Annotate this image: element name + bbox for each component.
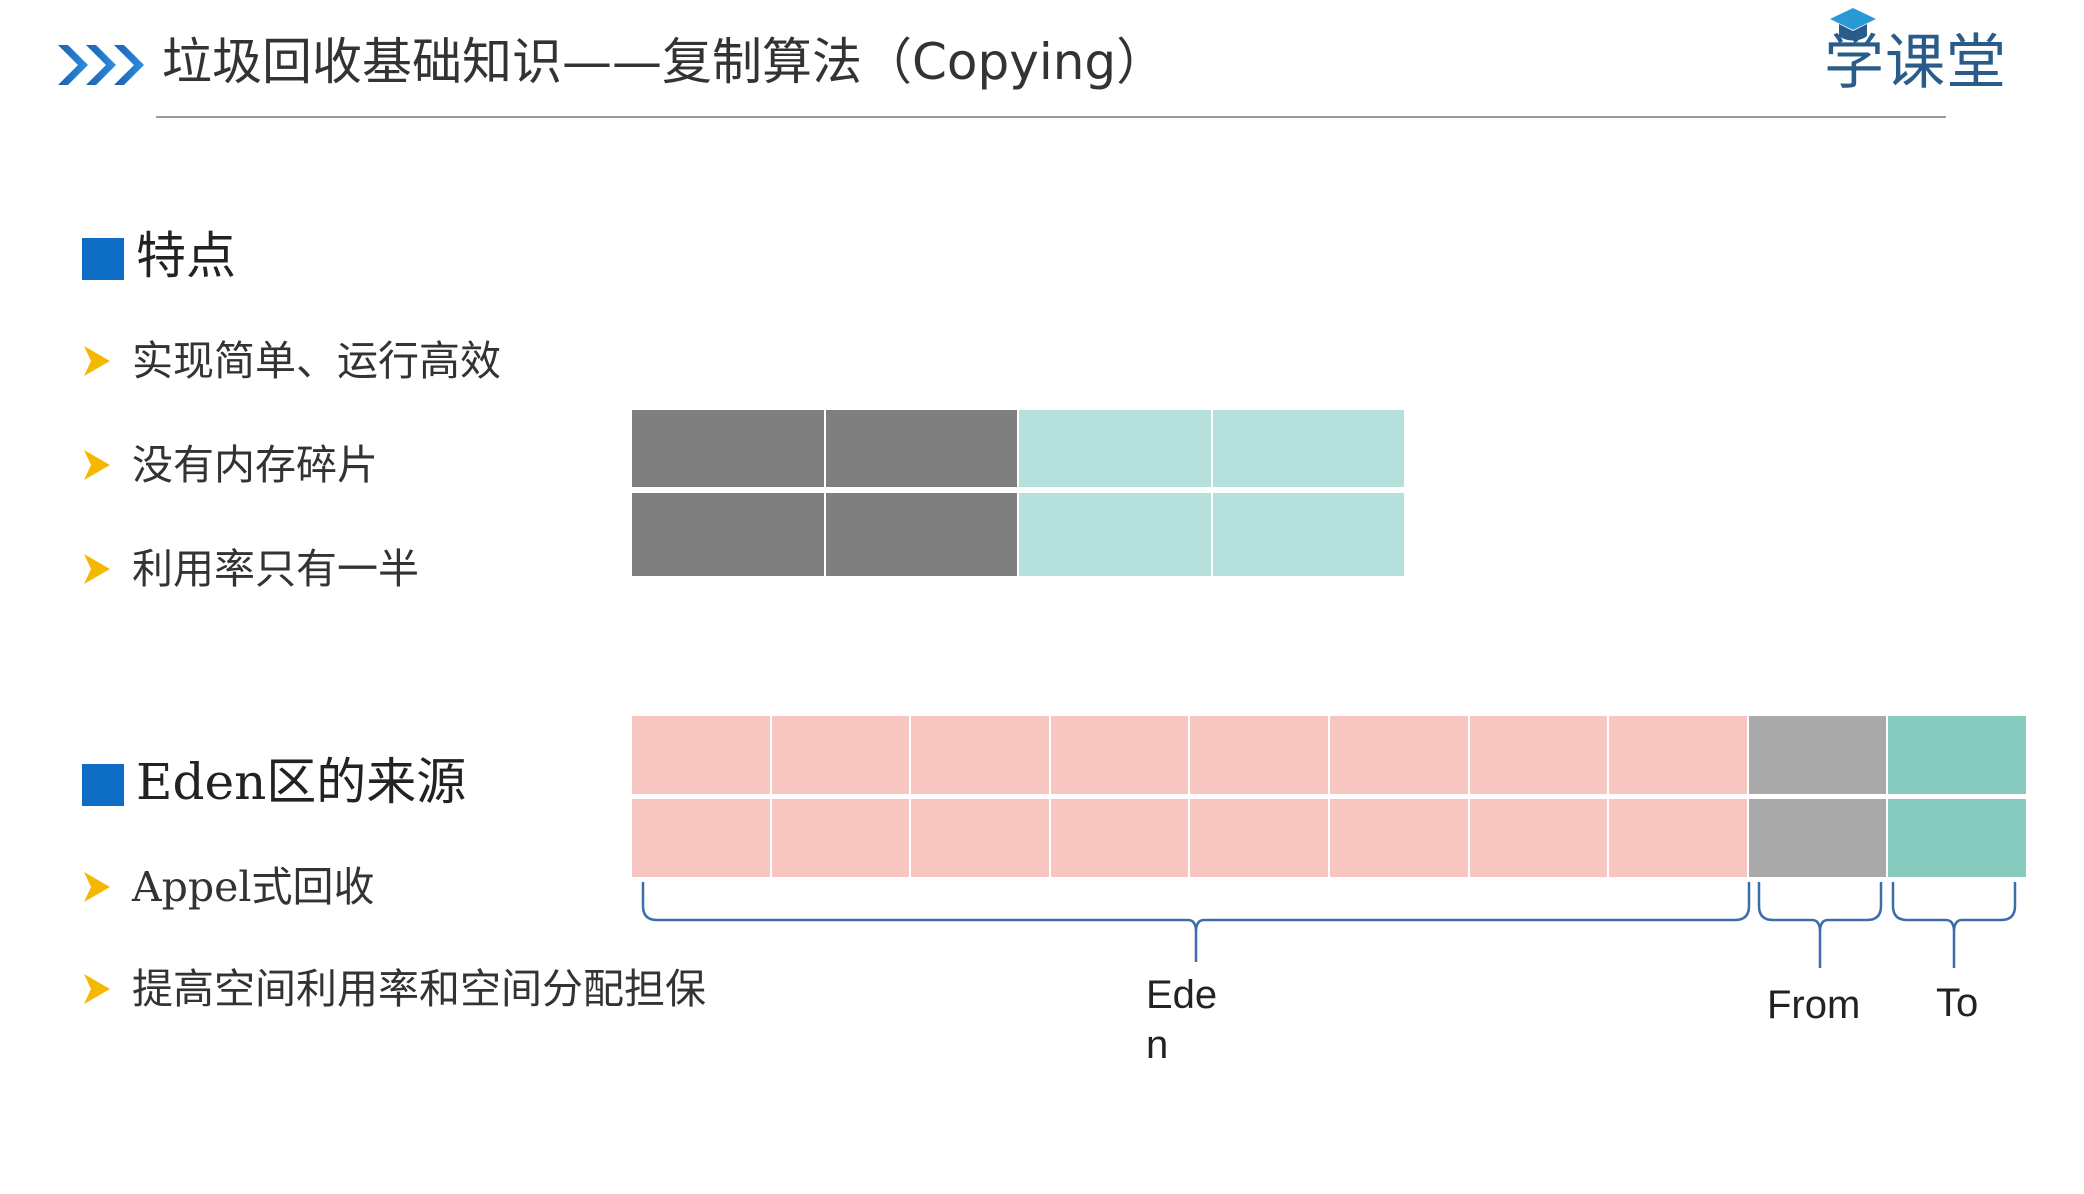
from-brace <box>1757 882 1883 968</box>
free-memory-cell <box>1212 410 1404 487</box>
eden-cell <box>1190 716 1328 794</box>
eden-cell <box>771 799 910 877</box>
bullet-text: Appel式回收 <box>132 863 375 911</box>
eden-cell <box>1469 799 1608 877</box>
used-memory-cell <box>632 493 824 576</box>
from-space-cell <box>1748 716 1887 794</box>
eden-cell <box>1469 716 1608 794</box>
logo-text: 学课堂 <box>1824 28 2007 98</box>
arrow-bullet-icon <box>84 554 110 584</box>
logo: 学课堂 <box>1824 6 2044 102</box>
from-space-cell <box>1748 799 1887 877</box>
to-space-cell <box>1888 799 2026 877</box>
bullet-text: 没有内存碎片 <box>132 441 378 489</box>
arrow-bullet-icon <box>84 872 110 902</box>
graduation-cap-icon <box>1830 8 1876 41</box>
to-label: To <box>1936 981 1979 1025</box>
eden-cell <box>1330 716 1468 794</box>
eden-label: Eden <box>1146 973 1218 1067</box>
eden-cell <box>911 799 1049 877</box>
bullet-text: 提高空间利用率和空间分配担保 <box>132 965 706 1013</box>
section-title-eden-origin: Eden区的来源 <box>136 753 467 811</box>
eden-cell <box>911 716 1049 794</box>
triple-chevron-right-icon <box>58 45 144 85</box>
free-memory-cell <box>1212 493 1404 576</box>
title-divider <box>156 116 1946 118</box>
free-memory-cell <box>1019 493 1211 576</box>
eden-cell <box>1190 799 1328 877</box>
section-title-features: 特点 <box>136 227 236 285</box>
eden-cell <box>1050 716 1189 794</box>
bullet-text: 实现简单、运行高效 <box>132 337 501 385</box>
page-title: 垃圾回收基础知识——复制算法（Copying） <box>162 33 1167 91</box>
eden-cell <box>1330 799 1468 877</box>
used-memory-cell <box>825 410 1017 487</box>
arrow-bullet-icon <box>84 346 110 376</box>
free-memory-cell <box>1019 410 1211 487</box>
eden-brace <box>641 882 1751 962</box>
eden-cell <box>1609 716 1747 794</box>
to-space-cell <box>1888 716 2026 794</box>
used-memory-cell <box>632 410 824 487</box>
eden-cell <box>771 716 910 794</box>
used-memory-cell <box>825 493 1017 576</box>
to-brace <box>1891 882 2017 968</box>
eden-cell <box>1609 799 1747 877</box>
from-label: From <box>1767 983 1861 1027</box>
arrow-bullet-icon <box>84 450 110 480</box>
section-marker <box>82 238 124 280</box>
eden-cell <box>632 716 770 794</box>
eden-cell <box>632 799 770 877</box>
arrow-bullet-icon <box>84 974 110 1004</box>
eden-cell <box>1050 799 1189 877</box>
section-marker <box>82 764 124 806</box>
bullet-text: 利用率只有一半 <box>132 545 419 593</box>
